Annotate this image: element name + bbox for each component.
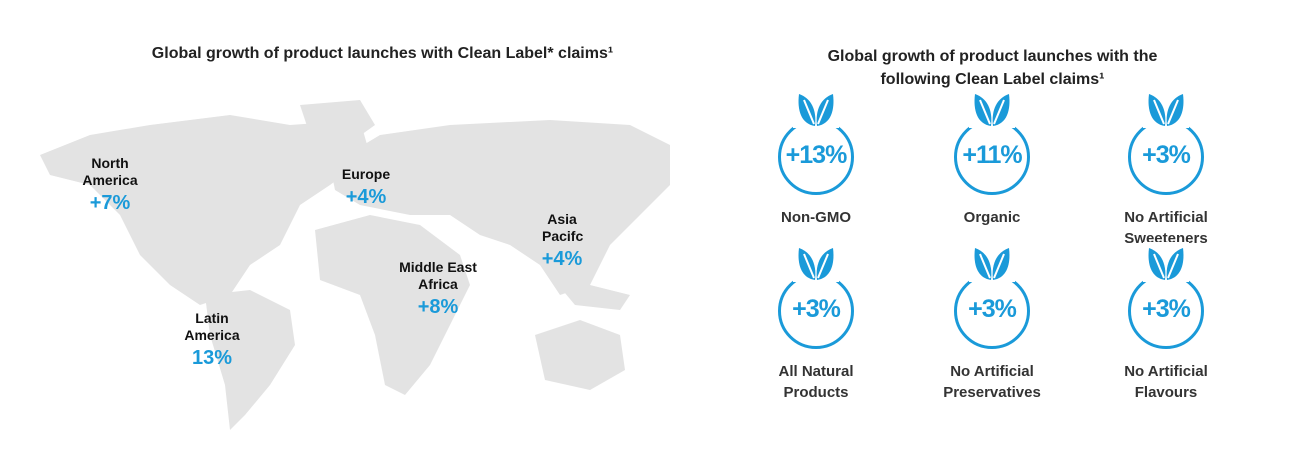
region-asia-pacific: Asia Pacifc +4% (525, 211, 599, 270)
claim-label: Non-GMO (781, 209, 851, 226)
leaf-icon (1143, 242, 1189, 282)
world-map (40, 100, 670, 430)
leaf-icon (1143, 88, 1189, 128)
region-value: +4% (345, 186, 387, 208)
leaf-icon (793, 242, 839, 282)
map-title: Global growth of product launches with C… (151, 45, 614, 62)
leaf-icon (969, 242, 1015, 282)
region-latin-america: Latin America 13% (172, 310, 252, 369)
region-middle-east-africa: Middle East Africa +8% (388, 259, 488, 318)
claim-ring: +3% (1128, 88, 1204, 195)
claim-ring: +13% (778, 88, 854, 195)
region-value: 13% (191, 347, 233, 369)
region-value: +7% (89, 192, 131, 214)
greenland-shape (300, 100, 375, 150)
claim-badge: +3% All Natural Products (741, 242, 891, 403)
claim-badge: +13% Non-GMO (741, 88, 891, 228)
claim-ring: +11% (954, 88, 1030, 195)
claim-badge: +11% Organic (917, 88, 1067, 228)
claim-label: All Natural Products (778, 363, 854, 401)
claim-value: +11% (962, 141, 1022, 169)
eurasia-shape (330, 120, 670, 295)
region-value: +8% (417, 296, 459, 318)
claim-value: +3% (1142, 141, 1191, 169)
claim-ring: +3% (778, 242, 854, 349)
region-europe: Europe +4% (326, 166, 406, 208)
south-america-shape (205, 290, 295, 430)
claim-badge: +3% No Artificial Flavours (1091, 242, 1241, 403)
claim-label: No Artificial Preservatives (943, 363, 1041, 401)
claim-ring: +3% (1128, 242, 1204, 349)
region-value: +4% (541, 248, 583, 270)
north-america-shape (40, 115, 370, 305)
southeast-asia-shape (550, 275, 630, 310)
leaf-icon (969, 88, 1015, 128)
claim-badge: +3% No Artificial Preservatives (917, 242, 1067, 403)
leaf-icon (793, 88, 839, 128)
australia-shape (535, 320, 625, 390)
claim-ring: +3% (954, 242, 1030, 349)
africa-shape (315, 215, 470, 395)
claim-value: +13% (785, 141, 848, 169)
region-north-america: North America +7% (70, 155, 150, 214)
claim-badge: +3% No Artificial Sweeteners (1091, 88, 1241, 249)
claim-value: +3% (792, 295, 841, 323)
claim-label: Organic (963, 209, 1021, 226)
claims-title: Global growth of product launches with t… (827, 48, 1158, 88)
claim-value: +3% (968, 295, 1017, 323)
claim-value: +3% (1142, 295, 1191, 323)
claim-label: No Artificial Flavours (1124, 363, 1208, 401)
